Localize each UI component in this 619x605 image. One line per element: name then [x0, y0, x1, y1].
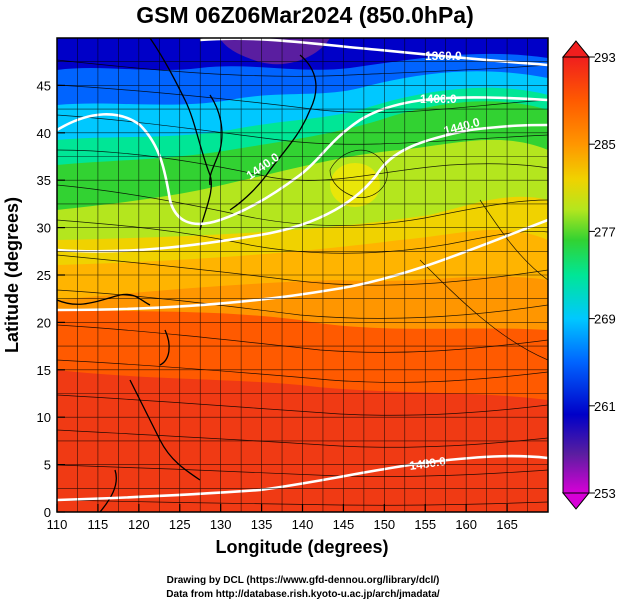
x-tick-label: 150 [373, 517, 395, 532]
contour-label: 1400.0 [420, 92, 457, 106]
colorbar-label: 261 [594, 399, 616, 414]
x-tick-label: 110 [47, 517, 68, 532]
y-tick-label: 45 [37, 78, 51, 93]
x-tick-label: 125 [169, 517, 191, 532]
y-tick-label: 5 [44, 458, 51, 473]
x-tick-label: 145 [333, 517, 355, 532]
y-tick-label: 40 [37, 126, 51, 141]
contour-label: 1360.0 [425, 49, 462, 63]
y-tick-label: 20 [37, 315, 51, 330]
credit-line-drawing: Drawing by DCL (https://www.gfd-dennou.o… [166, 575, 440, 586]
x-axis-label: Longitude (degrees) [215, 537, 388, 557]
x-tick-label: 120 [128, 517, 150, 532]
x-tick-label: 130 [210, 517, 232, 532]
x-tick-label: 140 [292, 517, 314, 532]
y-tick-label: 35 [37, 173, 51, 188]
y-axis-label: Latitude (degrees) [2, 197, 22, 353]
chart-title: GSM 06Z06Mar2024 (850.0hPa) [136, 2, 474, 28]
colorbar-label: 253 [594, 486, 616, 501]
y-tick-label: 30 [37, 221, 51, 236]
x-tick-label: 135 [251, 517, 273, 532]
y-axis: 0 5 10 15 20 25 30 35 40 45 [37, 78, 65, 520]
y-tick-label: 0 [44, 505, 51, 520]
x-tick-label: 155 [414, 517, 436, 532]
y-tick-label: 10 [37, 410, 51, 425]
y-tick-label: 15 [37, 363, 51, 378]
colorbar: 293 285 277 269 261 253 [561, 40, 616, 510]
x-tick-label: 115 [88, 517, 109, 532]
lat-lon-grid [56, 37, 549, 513]
credit-line-data: Data from http://database.rish.kyoto-u.a… [166, 589, 440, 600]
contour-label: 1480.0 [408, 454, 447, 473]
x-tick-label: 165 [496, 517, 518, 532]
colorbar-label: 285 [594, 137, 616, 152]
x-axis: 110 115 120 125 130 135 140 145 150 155 160 165 [47, 504, 518, 532]
y-tick-label: 25 [37, 268, 51, 283]
colorbar-label: 293 [594, 50, 616, 65]
colorbar-label: 269 [594, 312, 616, 327]
x-tick-label: 160 [455, 517, 477, 532]
colorbar-label: 277 [594, 224, 616, 239]
